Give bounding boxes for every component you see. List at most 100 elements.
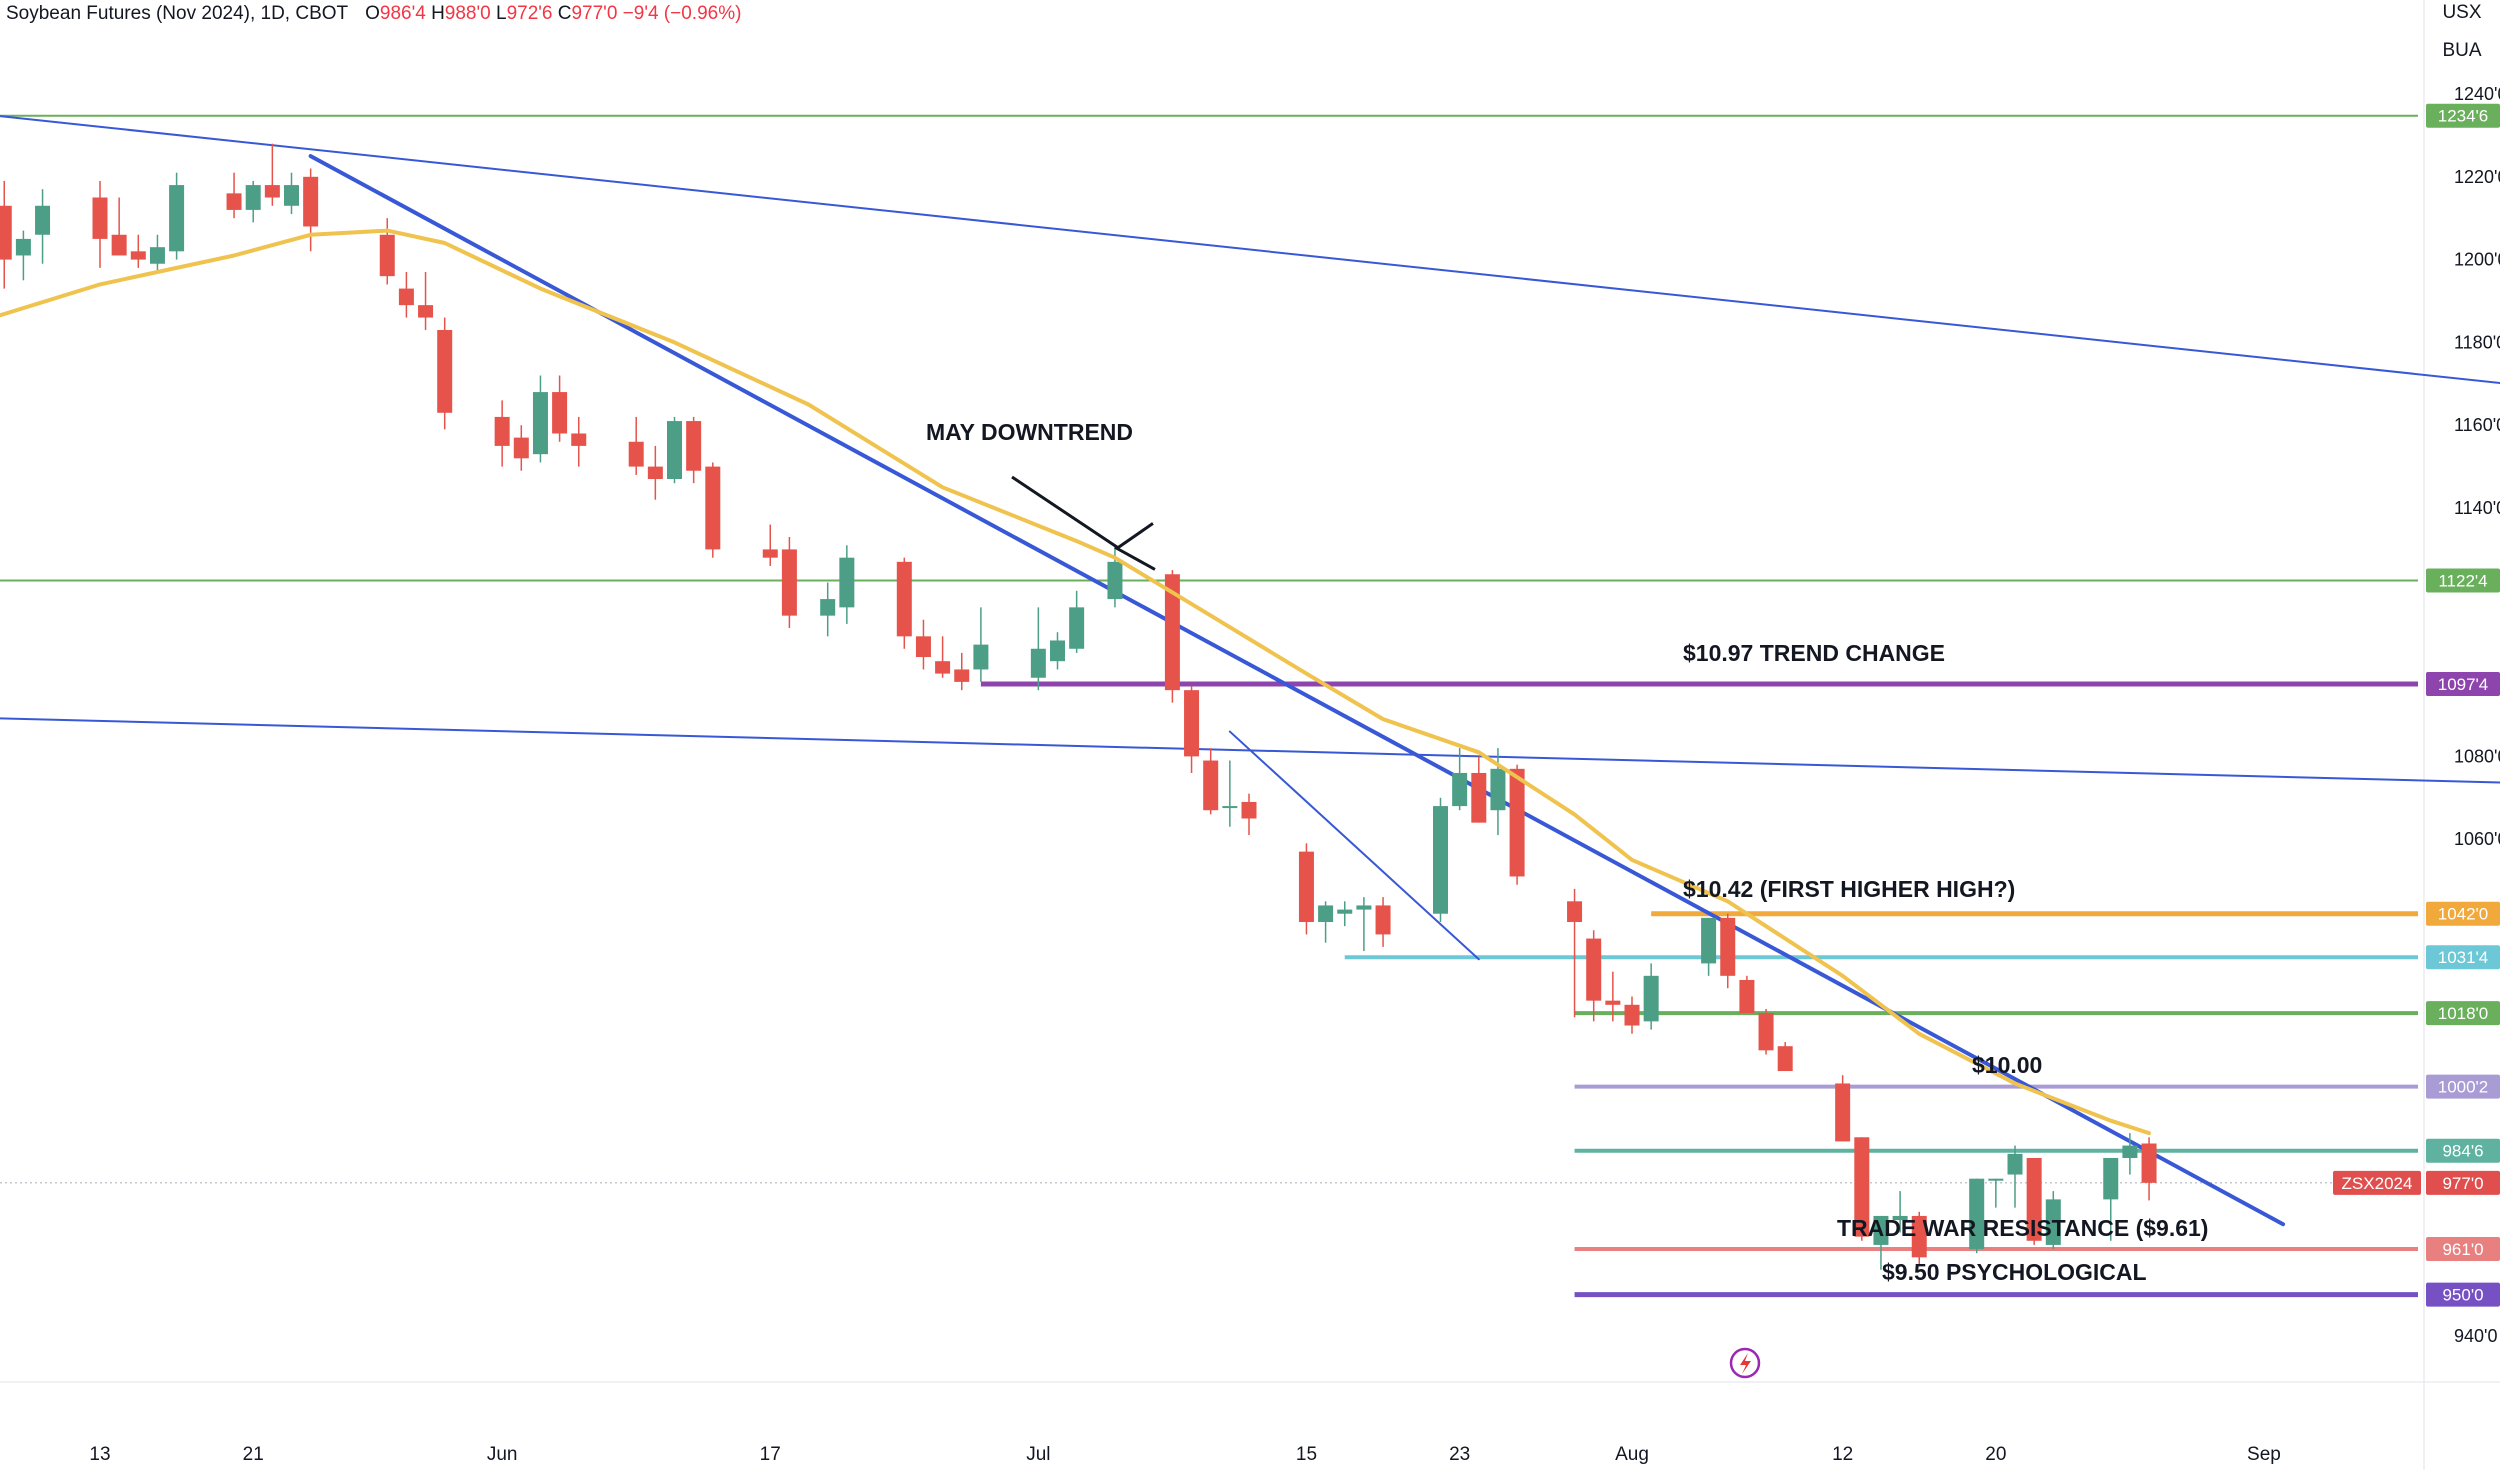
candle-body <box>2007 1153 2023 1175</box>
candle-body <box>1624 1004 1640 1026</box>
candle-body <box>245 185 261 210</box>
symbol-tag-text: ZSX2024 <box>2342 1174 2413 1193</box>
candle-body <box>1835 1083 1851 1142</box>
candle-body <box>2103 1157 2119 1200</box>
candle-body <box>820 599 836 616</box>
candle-body <box>1739 979 1755 1014</box>
price-level-tag-text: 1031'4 <box>2438 948 2489 967</box>
candle <box>1586 930 1602 1022</box>
candle <box>552 375 568 442</box>
candle <box>1777 1042 1793 1072</box>
x-axis-tick: 20 <box>1985 1444 2006 1465</box>
y-axis-tick: 1060'0 <box>2454 829 2500 849</box>
candle <box>1567 888 1583 1018</box>
price-level-tag-text: 950'0 <box>2442 1286 2483 1305</box>
candle-body <box>2045 1199 2061 1245</box>
candle-body <box>839 557 855 608</box>
y-axis-tick: 1080'0 <box>2454 746 2500 766</box>
candle <box>398 272 414 318</box>
callout-label: MAY DOWNTREND <box>926 419 1133 445</box>
level-annotation: $10.00 <box>1972 1052 2042 1078</box>
candle <box>1969 1178 1985 1254</box>
price-level-tag <box>2426 945 2500 970</box>
candle <box>762 524 778 566</box>
candle-body <box>130 251 146 260</box>
candle-body <box>705 466 721 550</box>
candle-body <box>1298 851 1314 922</box>
candle-body <box>1701 917 1717 964</box>
x-axis-tick: Sep <box>2247 1444 2281 1465</box>
candle <box>303 168 319 252</box>
candle-body <box>1567 901 1583 922</box>
price-level-tag-text: 1042'0 <box>2438 905 2489 924</box>
candle-body <box>379 234 395 277</box>
candle <box>149 234 165 273</box>
candle <box>418 272 434 330</box>
lightning-icon-circle <box>1729 1347 1761 1379</box>
price-level-tag <box>2426 1282 2500 1307</box>
last-price-tag <box>2426 1170 2500 1195</box>
candle-body <box>935 661 951 674</box>
candle-body <box>2122 1145 2138 1158</box>
y-axis-tick: 1200'0 <box>2454 250 2500 270</box>
candle-body <box>1375 905 1391 935</box>
candle-body <box>1203 760 1219 811</box>
candle-body <box>1069 607 1085 649</box>
candle <box>935 636 951 678</box>
chart-header: Soybean Futures (Nov 2024), 1D, CBOT O98… <box>6 3 741 25</box>
candle-body <box>398 288 414 306</box>
candle-body <box>1586 938 1602 1001</box>
candle <box>1835 1075 1851 1142</box>
price-level-tag <box>2426 1237 2500 1262</box>
candle <box>1337 901 1353 927</box>
change-value: −9'4 (−0.96%) <box>622 3 742 24</box>
low-value: 972'6 <box>506 3 553 24</box>
candle-body <box>92 197 108 239</box>
candle <box>1873 1215 1889 1270</box>
candle <box>571 416 587 467</box>
price-level-tag <box>2426 1138 2500 1163</box>
price-level-tag <box>2426 1001 2500 1026</box>
x-axis-tick: 12 <box>1832 1444 1853 1465</box>
candle <box>954 652 970 691</box>
candle <box>2122 1133 2138 1175</box>
y-axis-tick: 1220'0 <box>2454 167 2500 187</box>
candle-body <box>1605 1000 1621 1005</box>
candle <box>92 180 108 268</box>
x-axis-tick: 21 <box>243 1444 264 1465</box>
candle-body <box>418 305 434 318</box>
low-label: L <box>495 3 507 24</box>
candle-body <box>1050 640 1065 662</box>
candle <box>628 416 644 475</box>
candle <box>284 172 299 215</box>
candle <box>2103 1157 2119 1241</box>
candle <box>1298 843 1314 935</box>
currency-unit[interactable]: USX <box>2442 2 2482 23</box>
candle-body <box>973 644 989 670</box>
candle <box>1509 764 1525 885</box>
candle <box>1758 1008 1774 1055</box>
candle <box>513 425 529 471</box>
candle-body <box>0 205 12 260</box>
candle <box>169 172 185 260</box>
candle-body <box>15 238 31 256</box>
candle <box>686 416 702 484</box>
price-level-tag <box>2426 671 2500 696</box>
symbol-title[interactable]: Soybean Futures (Nov 2024), 1D, CBOT <box>6 3 348 24</box>
candle <box>2141 1137 2157 1201</box>
lightning-icon[interactable] <box>1729 1347 1761 1379</box>
candle <box>647 445 663 500</box>
x-axis-tick: 23 <box>1449 1444 1470 1465</box>
candle <box>494 400 510 467</box>
quantity-unit[interactable]: BUA <box>2442 40 2482 61</box>
candle <box>1643 963 1659 1030</box>
candle-body <box>1452 772 1468 807</box>
candle <box>667 416 682 484</box>
candle <box>1605 971 1621 1022</box>
last-price-tag-text: 977'0 <box>2442 1174 2483 1193</box>
candle-body <box>494 416 510 446</box>
x-axis-tick: Jun <box>487 1444 518 1465</box>
x-axis-tick: 17 <box>760 1444 781 1465</box>
candle-body <box>226 193 242 210</box>
